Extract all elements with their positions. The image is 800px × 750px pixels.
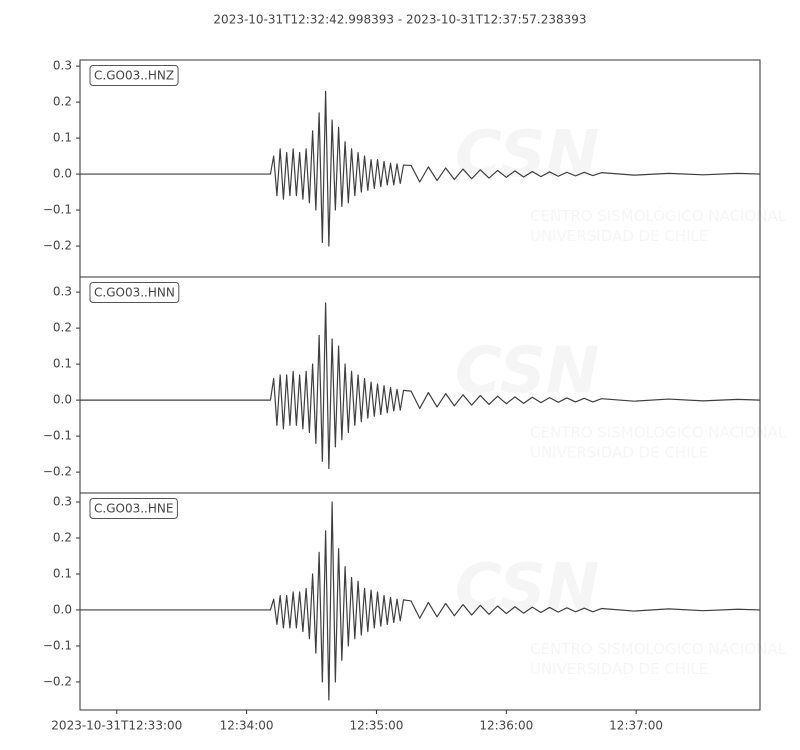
- x-tick-label: 2023-10-31T12:33:00: [51, 719, 182, 733]
- watermark-line1: CENTRO SISMOLÓGICO NACIONAL: [530, 206, 787, 225]
- trace-label: C.GO03..HNN: [94, 286, 175, 300]
- trace-label: C.GO03..HNE: [94, 502, 173, 516]
- y-tick-label: −0.1: [43, 203, 72, 217]
- y-tick-label: 0.3: [53, 59, 72, 73]
- trace-label-box: [89, 282, 180, 303]
- y-tick-label: 0.2: [53, 321, 72, 335]
- y-tick-label: 0.0: [53, 602, 72, 616]
- watermark-line2: UNIVERSIDAD DE CHILE: [530, 444, 708, 462]
- y-tick-label: 0.3: [53, 285, 72, 299]
- y-tick-label: −0.1: [43, 638, 72, 652]
- watermark-line1: CENTRO SISMOLÓGICO NACIONAL: [530, 639, 787, 658]
- waveform: [80, 302, 760, 470]
- trace-label-box: [89, 498, 178, 519]
- watermark-line1: CENTRO SISMOLÓGICO NACIONAL: [530, 423, 787, 442]
- trace-label-box: [89, 65, 179, 86]
- trace-label: C.GO03..HNZ: [94, 69, 174, 83]
- chart-title: 2023-10-31T12:32:42.998393 - 2023-10-31T…: [213, 13, 586, 27]
- y-tick-label: 0.1: [53, 357, 72, 371]
- axes-frame: [79, 492, 761, 711]
- watermark-line2: UNIVERSIDAD DE CHILE: [530, 227, 708, 245]
- y-tick-label: 0.2: [53, 95, 72, 109]
- y-tick-label: 0.1: [53, 131, 72, 145]
- y-tick-label: 0.2: [53, 530, 72, 544]
- x-tick-label: 12:37:00: [609, 719, 663, 733]
- y-tick-label: 0.0: [53, 393, 72, 407]
- waveform: [80, 90, 760, 247]
- y-tick-label: 0.3: [53, 494, 72, 508]
- x-tick-label: 12:36:00: [479, 719, 533, 733]
- x-tick-label: 12:35:00: [350, 719, 404, 733]
- y-tick-label: 0.1: [53, 566, 72, 580]
- y-tick-label: −0.2: [43, 465, 72, 479]
- y-tick-label: −0.1: [43, 429, 72, 443]
- watermark-logo: CSN: [455, 551, 599, 625]
- waveform: [80, 501, 760, 701]
- watermark-line2: UNIVERSIDAD DE CHILE: [530, 660, 708, 678]
- y-tick-label: −0.2: [43, 674, 72, 688]
- watermark-logo: CSN: [455, 118, 599, 192]
- y-tick-label: −0.2: [43, 239, 72, 253]
- y-tick-label: 0.0: [53, 167, 72, 181]
- x-tick-label: 12:34:00: [220, 719, 274, 733]
- watermark-logo: CSN: [455, 335, 599, 409]
